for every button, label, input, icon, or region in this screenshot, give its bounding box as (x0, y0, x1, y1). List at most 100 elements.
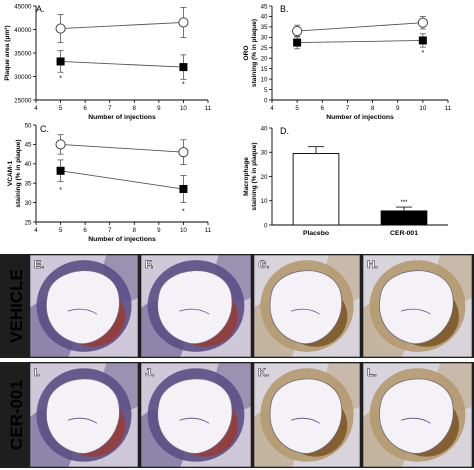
panel-label: B. (280, 4, 289, 14)
vessel-lumen (45, 378, 120, 454)
tile-content (254, 255, 360, 357)
x-tick-label: 10 (180, 227, 187, 234)
y-tick-label: 25 (25, 219, 32, 226)
micrograph-label: J. (145, 367, 154, 379)
data-point-filled-square (179, 63, 188, 72)
vessel-lumen (157, 270, 233, 345)
data-point-filled-square (293, 38, 302, 47)
y-tick-label: 5 (264, 87, 268, 94)
bar (380, 210, 428, 226)
x-tick-label: 9 (157, 105, 161, 112)
micrograph-l: L. (362, 362, 473, 468)
panel-label: C. (40, 124, 49, 134)
micrograph-k: K. (253, 362, 361, 468)
data-point-filled-square (418, 36, 427, 45)
tile-border (140, 254, 252, 358)
vessel-lumen (379, 270, 454, 345)
tile-content (254, 363, 360, 467)
y-tick-label: 45000 (14, 3, 32, 10)
y-axis-label: Plaque area (μm²) (4, 25, 11, 80)
x-tick-label: 4 (270, 105, 274, 112)
membrane-line (179, 308, 210, 315)
y-tick-label: 10 (261, 76, 268, 83)
y-tick-label: 20 (261, 174, 268, 181)
x-tick-label: 10 (419, 105, 426, 112)
significance-marker: * (182, 208, 185, 215)
y-tick-label: 0 (264, 222, 268, 229)
vessel-lumen (269, 378, 343, 454)
x-tick-label: 5 (59, 227, 63, 234)
tile-border (253, 362, 361, 468)
y-axis-label-line: staining (% in plaque) (251, 142, 258, 210)
vessel-lumen (157, 378, 233, 454)
membrane-line (67, 417, 98, 424)
y-tick-label: 30000 (14, 74, 32, 81)
y-tick-label: 40 (261, 125, 268, 132)
y-tick-label: 45 (261, 3, 268, 10)
y-axis-label-line: Macrophage (243, 157, 250, 196)
data-point-open-circle (417, 17, 428, 28)
micrograph-g: G. (253, 254, 361, 358)
x-axis-label: Number of injections (88, 114, 156, 121)
x-tick-label: 8 (371, 105, 375, 112)
x-axis-label: Number of injections (88, 236, 156, 243)
membrane-line (401, 308, 431, 315)
y-axis-label: VCAM-1staining (% in plaque) (7, 139, 22, 207)
y-tick-label: 20 (261, 56, 268, 63)
y-tick-label: 0 (264, 97, 268, 104)
x-tick-label: 6 (83, 105, 87, 112)
y-tick-label: 40 (25, 161, 32, 168)
significance-marker: *** (400, 200, 408, 206)
panel-label: D. (280, 126, 289, 136)
micrograph-i: I. (29, 362, 139, 468)
x-tick-label: 6 (321, 105, 325, 112)
x-tick-label: 9 (396, 105, 400, 112)
data-point-filled-square (179, 185, 188, 194)
series-line (60, 22, 184, 30)
cer-row-label: CER-001 (7, 380, 26, 450)
tile-border (29, 362, 139, 468)
micrograph-label: L. (367, 367, 377, 379)
y-axis-label-line: staining (% in plaque) (251, 19, 258, 87)
vessel-lumen (379, 378, 454, 454)
y-tick-label: 30 (261, 150, 268, 157)
vehicle-micrographs: E. F. G. H. (29, 254, 473, 358)
y-tick-label: 35 (25, 181, 32, 188)
data-point-filled-square (56, 57, 65, 66)
micrograph-label: G. (258, 259, 270, 271)
membrane-line (67, 308, 98, 315)
micrograph-label: H. (367, 259, 378, 271)
x-tick-label: 11 (205, 227, 212, 234)
y-axis-label-line: ORO (243, 45, 250, 60)
y-tick-label: 25 (261, 45, 268, 52)
y-tick-label: 35 (261, 24, 268, 31)
micrograph-j: J. (140, 362, 252, 468)
micrograph-label: I. (34, 367, 40, 379)
x-tick-label: 5 (295, 105, 299, 112)
x-tick-label: 4 (34, 105, 38, 112)
vessel-lumen (45, 270, 120, 345)
tile-border (140, 362, 252, 468)
vehicle-row: VEHICLE E. F. G. H. (0, 254, 474, 358)
y-tick-label: 30 (261, 35, 268, 42)
series-line (60, 143, 184, 153)
tile-content (30, 255, 138, 357)
y-tick-label: 40 (261, 14, 268, 21)
cer-row: CER-001 I. J. K. L. (0, 362, 474, 468)
chart-panel-a: A. 25000 30000 35000 40000 45000 Plaque area (… (4, 3, 212, 121)
vehicle-row-label: VEHICLE (7, 269, 26, 343)
chart-panel-d: D. 0 10 20 30 40 Macrophagestaining (% in plaq… (243, 125, 448, 237)
tile-content (363, 255, 472, 357)
micrograph-e: E. (29, 254, 139, 358)
tile-content (141, 255, 251, 357)
data-point-open-circle (55, 23, 66, 34)
series-line (297, 22, 423, 32)
x-axis-label: Number of injections (326, 114, 394, 121)
y-tick-label: 45 (25, 142, 32, 149)
y-axis-label-line: Plaque area (μm²) (4, 25, 11, 80)
y-axis-label-line: VCAM-1 (7, 161, 14, 187)
